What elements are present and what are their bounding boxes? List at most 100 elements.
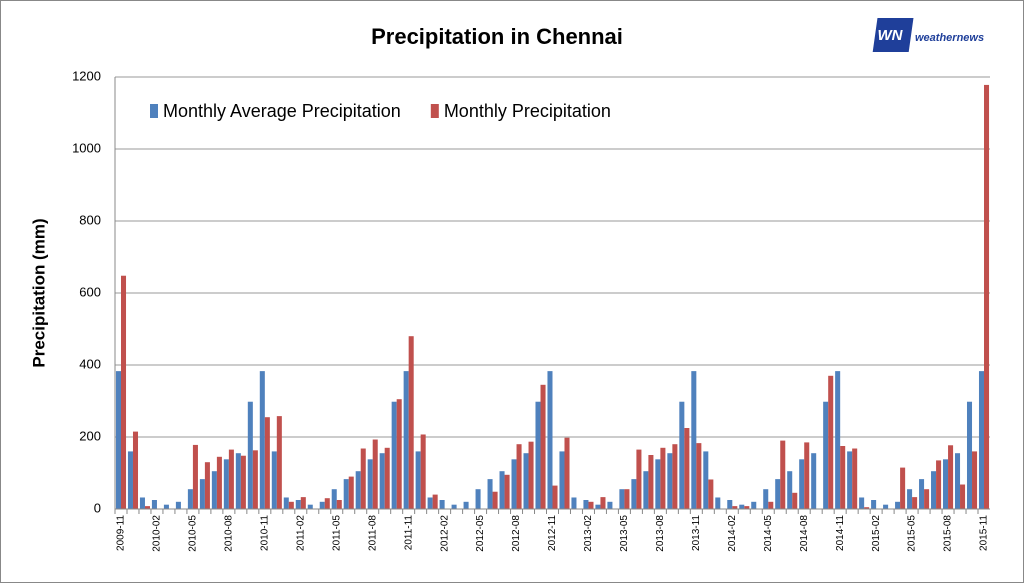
- bar: [804, 442, 810, 509]
- bar: [139, 497, 145, 509]
- bar: [151, 500, 157, 509]
- x-tick-label: 2015-05: [907, 515, 918, 552]
- bar: [840, 446, 846, 509]
- logo-box: [872, 18, 914, 52]
- bar: [528, 441, 534, 509]
- bar: [847, 451, 853, 509]
- x-tick-label: 2011-08: [367, 515, 378, 551]
- bar: [919, 479, 925, 509]
- bar: [828, 375, 834, 509]
- x-tick-label: 2010-05: [188, 515, 199, 552]
- bar: [883, 504, 889, 509]
- logo-text: weathernews: [915, 32, 984, 44]
- bar: [672, 444, 678, 509]
- bar: [336, 500, 342, 509]
- bar: [115, 371, 121, 509]
- bar: [564, 437, 570, 509]
- bar: [703, 451, 709, 509]
- bar: [499, 471, 505, 509]
- bar: [912, 497, 918, 509]
- bar: [727, 500, 733, 509]
- bar: [475, 489, 481, 509]
- bar: [931, 471, 937, 509]
- x-tick-label: 2012-11: [547, 515, 558, 551]
- bar: [516, 444, 522, 509]
- bar: [204, 462, 210, 509]
- x-tick-label: 2015-08: [943, 515, 954, 552]
- bar: [319, 501, 325, 509]
- bar: [583, 500, 589, 509]
- bar: [571, 497, 577, 509]
- bar: [859, 497, 865, 509]
- bar: [492, 491, 498, 509]
- bar: [127, 451, 133, 509]
- bar: [624, 489, 630, 509]
- bar: [787, 471, 793, 509]
- bar: [835, 371, 841, 509]
- bar: [247, 401, 253, 509]
- bar: [763, 489, 769, 509]
- bar: [379, 453, 385, 509]
- bar: [192, 444, 198, 509]
- bar: [684, 428, 690, 509]
- bar: [552, 485, 558, 509]
- bar: [307, 504, 313, 509]
- bar: [223, 459, 229, 509]
- legend-swatch: [430, 104, 439, 118]
- logo: WN weathernews: [872, 18, 984, 52]
- bar: [420, 434, 426, 509]
- y-tick-label: 800: [79, 212, 101, 227]
- bar: [780, 440, 786, 509]
- bar: [144, 506, 150, 509]
- x-tick-label: 2014-08: [799, 515, 810, 552]
- bar: [948, 445, 954, 509]
- bar: [276, 416, 282, 509]
- bar: [372, 439, 378, 509]
- bar: [355, 471, 361, 509]
- x-tick-label: 2014-02: [727, 515, 738, 552]
- bar: [792, 492, 798, 509]
- x-tick-label: 2015-11: [979, 515, 990, 551]
- y-tick-label: 0: [94, 500, 101, 515]
- x-tick-label: 2015-02: [871, 515, 882, 552]
- x-tick-label: 2011-02: [295, 515, 306, 551]
- legend-label: Monthly Average Precipitation: [163, 101, 401, 121]
- bar: [199, 479, 205, 509]
- bar: [972, 451, 978, 509]
- bar: [648, 455, 654, 509]
- bar: [775, 479, 781, 509]
- x-tick-label: 2010-02: [152, 515, 163, 552]
- bar: [852, 448, 858, 509]
- bar: [595, 504, 601, 509]
- bar: [264, 417, 270, 509]
- bar: [348, 476, 354, 509]
- bar: [559, 451, 565, 509]
- bar: [511, 459, 517, 509]
- bar: [432, 494, 438, 509]
- bar: [739, 504, 745, 509]
- bar: [667, 453, 673, 509]
- x-tick-label: 2010-11: [259, 515, 270, 551]
- x-tick-label: 2012-05: [475, 515, 486, 552]
- y-tick-label: 400: [79, 356, 101, 371]
- bar: [823, 401, 829, 509]
- x-tick-label: 2014-11: [835, 515, 846, 551]
- bar: [463, 501, 469, 509]
- bar: [715, 497, 721, 509]
- bar: [132, 431, 139, 509]
- bar: [487, 479, 493, 509]
- bar: [360, 448, 366, 509]
- bar: [660, 447, 666, 509]
- bar: [547, 371, 553, 509]
- bar: [984, 84, 990, 510]
- x-tick-label: 2009-11: [116, 515, 127, 551]
- bar: [252, 450, 258, 509]
- bar: [235, 453, 241, 509]
- bar: [216, 456, 222, 509]
- bar: [943, 459, 949, 509]
- bar: [691, 371, 697, 509]
- bar: [643, 471, 649, 509]
- bar: [331, 489, 337, 509]
- bar: [367, 459, 373, 509]
